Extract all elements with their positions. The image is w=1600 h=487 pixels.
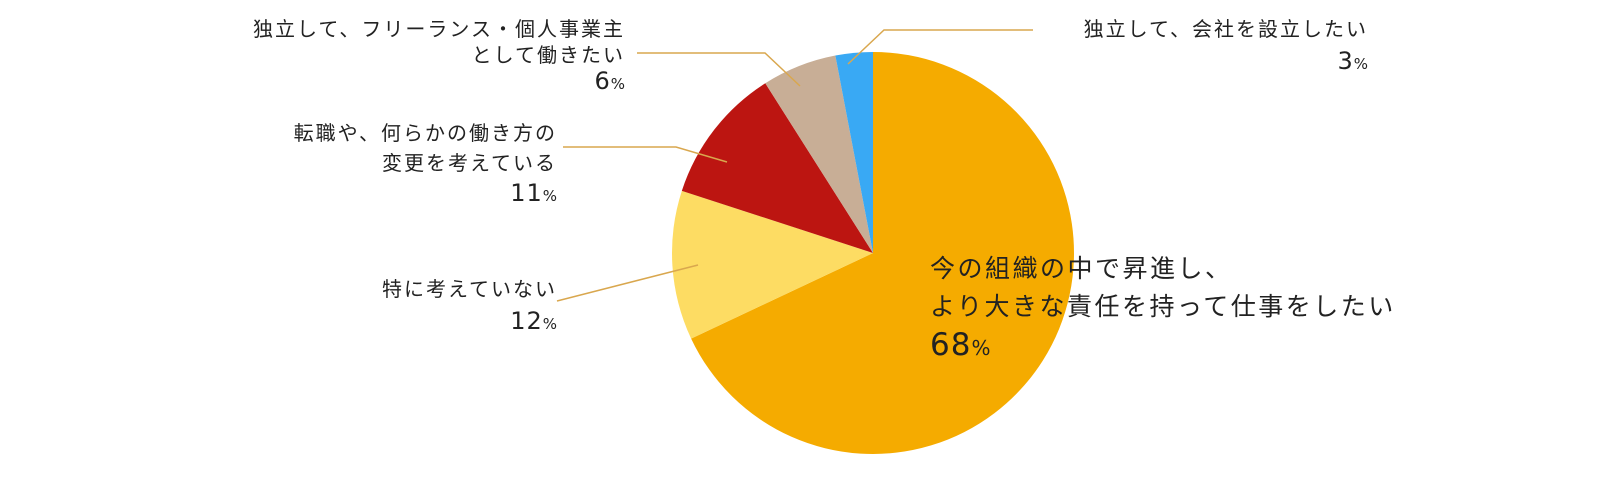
- slice-label-promotion: 今の組織の中で昇進し、 より大きな責任を持って仕事をしたい 68%: [930, 250, 1396, 367]
- leader-line: [847, 29, 1033, 65]
- leader-lines: [556, 29, 1033, 302]
- slice-label-no-plans: 特に考えていない 12%: [382, 276, 557, 337]
- pie-slice: [765, 55, 873, 254]
- leader-line: [637, 52, 801, 87]
- slice-label-line: 今の組織の中で昇進し、: [930, 254, 1233, 283]
- slice-label-line: として働きたい: [471, 43, 625, 67]
- slice-percent: 12%: [510, 307, 557, 335]
- slice-label-job-change: 転職や、何らかの働き方の 変更を考えている 11%: [294, 120, 557, 209]
- pie-slice: [835, 52, 873, 253]
- slice-label-line: 特に考えていない: [382, 277, 557, 301]
- slice-percent: 11%: [510, 179, 557, 207]
- slice-percent: 6%: [594, 67, 625, 95]
- slice-percent: 3%: [1337, 47, 1368, 75]
- leader-line: [563, 146, 728, 163]
- slice-label-line: 転職や、何らかの働き方の: [293, 121, 557, 145]
- slice-label-line: 独立して、フリーランス・個人事業主: [253, 17, 625, 41]
- slice-label-line: より大きな責任を持って仕事をしたい: [930, 292, 1396, 321]
- pie-slices: [672, 52, 1075, 454]
- slice-label-line: 独立して、会社を設立したい: [1083, 17, 1368, 41]
- slice-label-start-company: 独立して、会社を設立したい 3%: [1084, 16, 1368, 77]
- slice-percent: 68%: [930, 327, 991, 363]
- slice-label-freelance: 独立して、フリーランス・個人事業主 として働きたい 6%: [253, 16, 625, 97]
- pie-slice: [691, 52, 1075, 454]
- pie-slice: [681, 83, 873, 253]
- pie-slice: [672, 190, 873, 339]
- leader-line: [556, 264, 699, 302]
- slice-label-line: 変更を考えている: [382, 151, 557, 175]
